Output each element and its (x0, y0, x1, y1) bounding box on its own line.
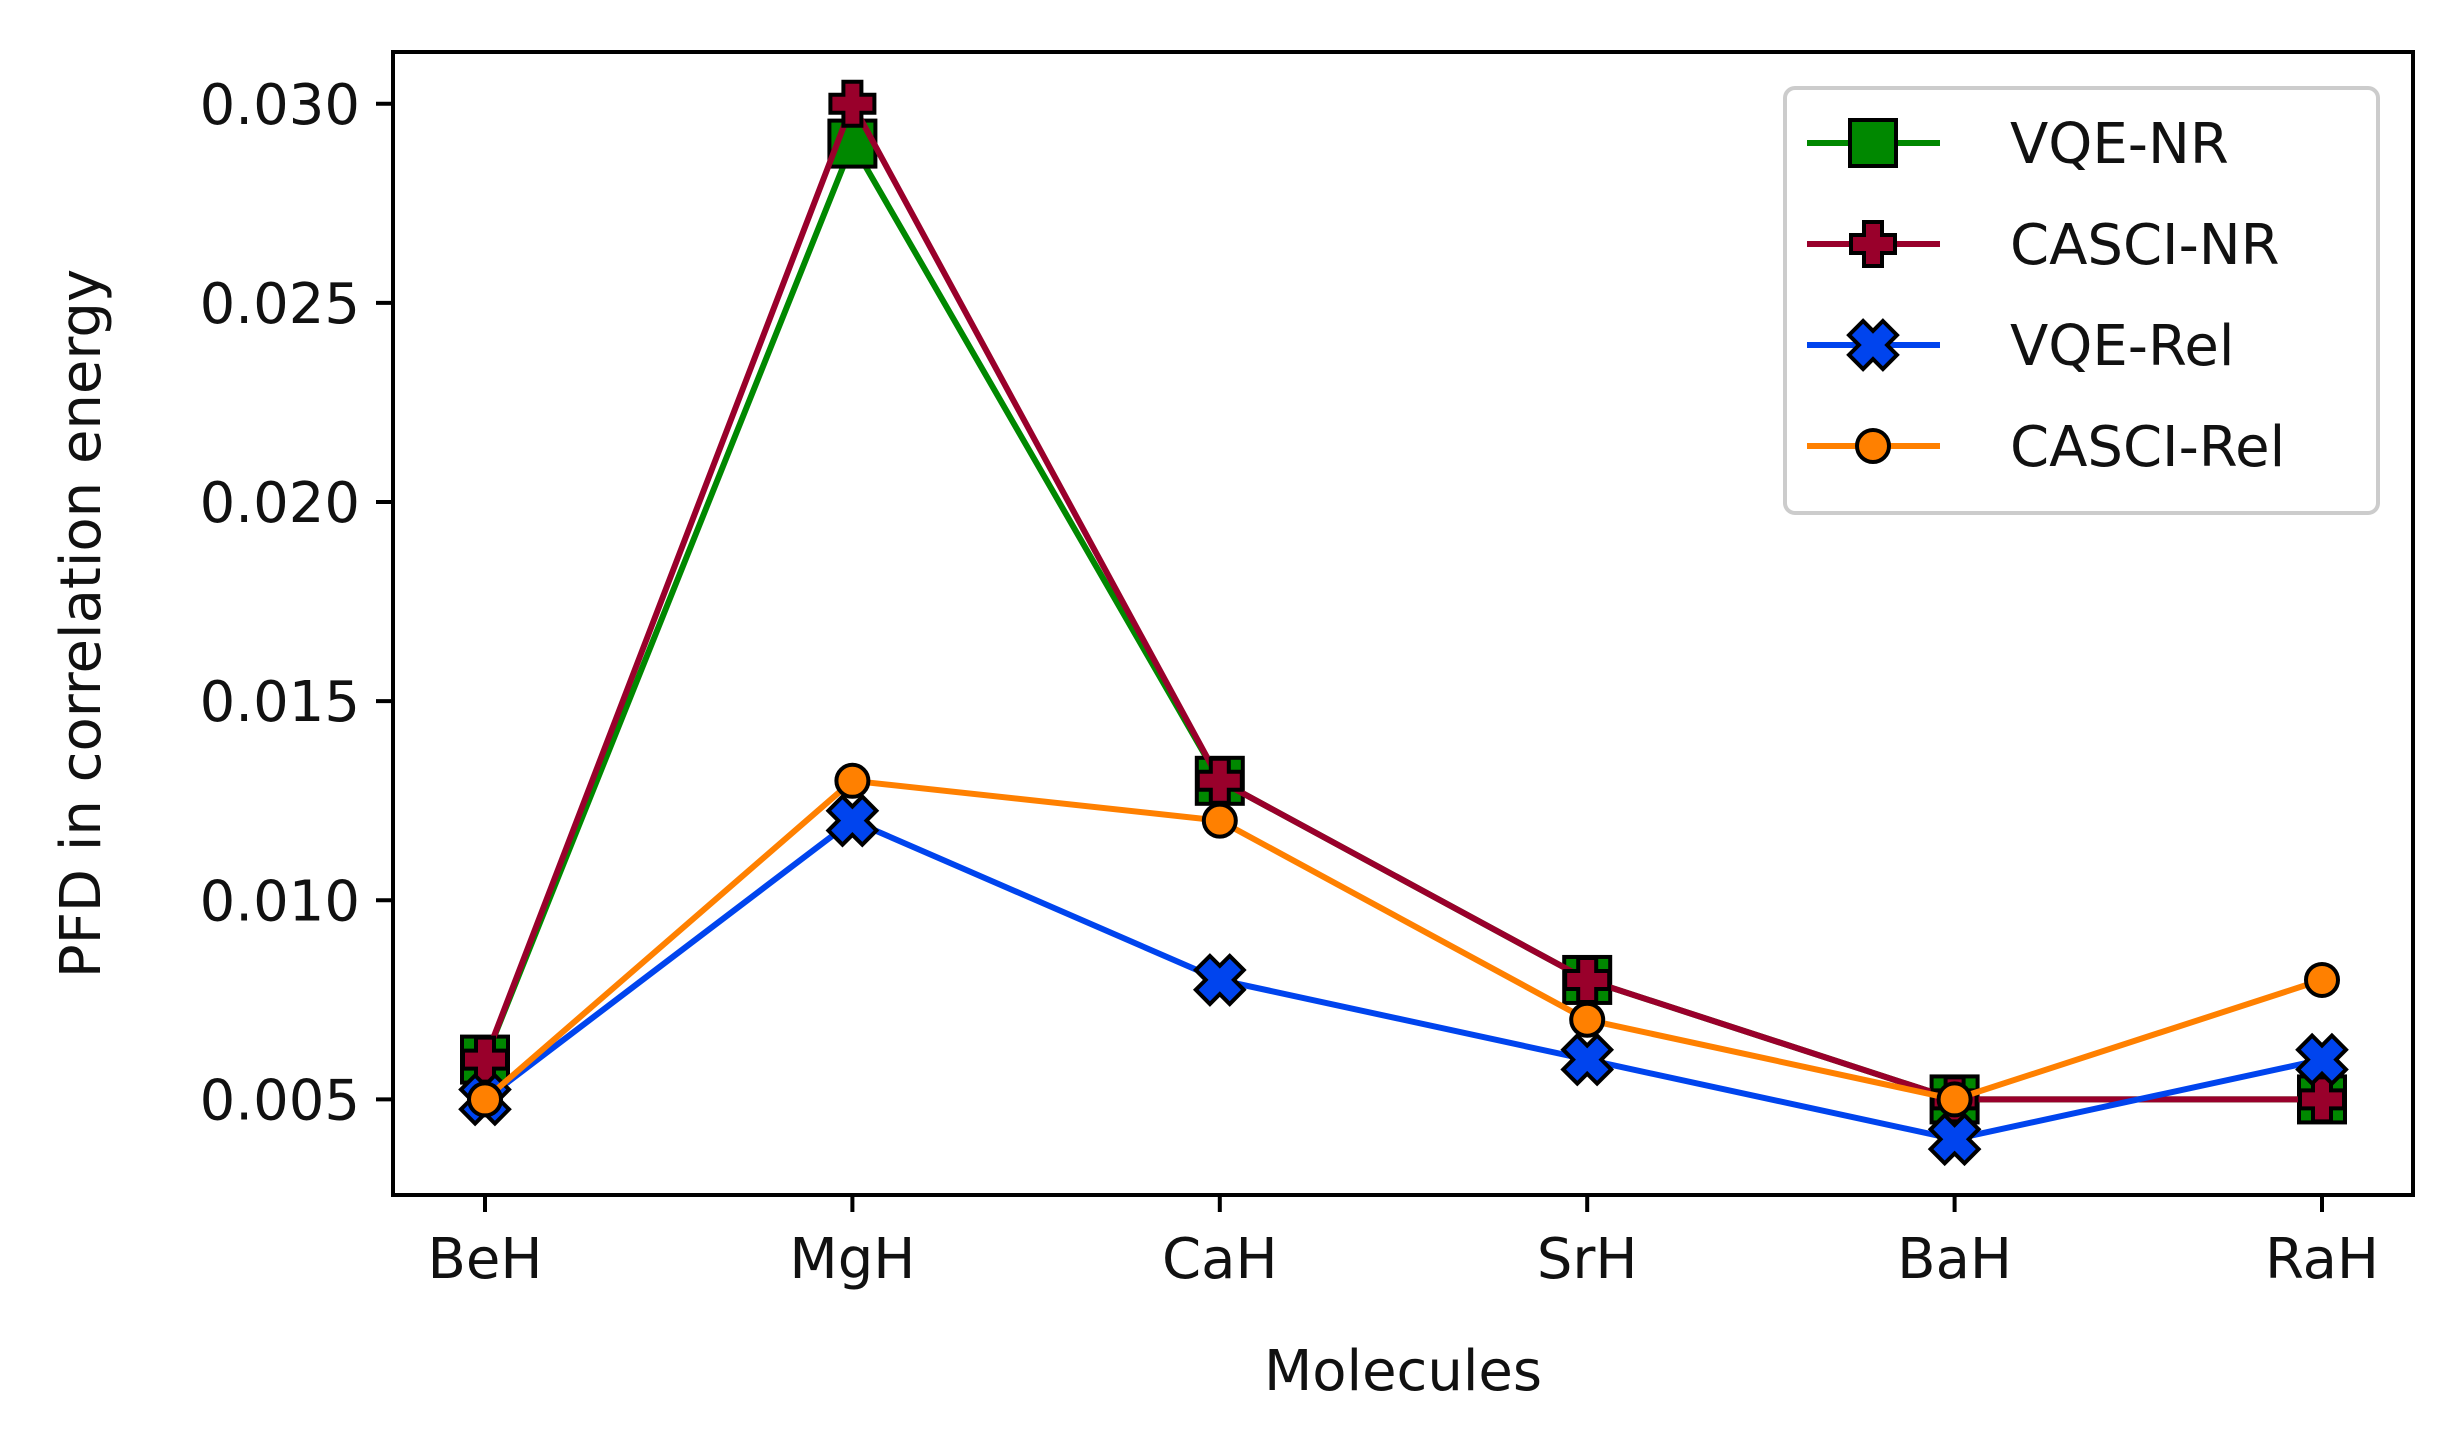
data-point-vqe-rel-bah (1927, 1112, 1982, 1167)
legend-marker-vqe-nr (1848, 118, 1898, 168)
legend-entry-casci-rel: CASCI-Rel (1807, 415, 2285, 480)
data-point-casci-rel-beh-shape (467, 1081, 503, 1118)
legend-label-casci-rel: CASCI-Rel (2010, 415, 2285, 480)
data-point-casci-nr-cah (1195, 756, 1244, 805)
legend-entry-vqe-nr: VQE-NR (1807, 112, 2229, 177)
x-tick-label: SrH (1537, 1227, 1638, 1292)
legend-label-casci-nr: CASCI-NR (2010, 213, 2280, 278)
data-point-vqe-rel-cah-shape (1192, 953, 1247, 1007)
axes-layer: BeH MgH CaH SrH BaH RaH 0.005 0.010 0.015 0.020 0.… (49, 50, 2415, 1404)
data-point-casci-nr-rah (2298, 1075, 2346, 1124)
data-point-casci-nr-rah-shape (2298, 1075, 2346, 1124)
data-point-casci-rel-bah-shape (1936, 1081, 1973, 1118)
legend-marker-casci-nr-shape (1849, 220, 1897, 268)
data-point-casci-rel-mgh-shape (834, 762, 871, 799)
data-point-vqe-rel-cah (1192, 953, 1247, 1007)
data-point-vqe-rel-mgh (825, 793, 880, 848)
legend-label-vqe-nr: VQE-NR (2010, 112, 2229, 177)
x-tick-label: RaH (2265, 1227, 2379, 1292)
data-point-vqe-rel-rah (2295, 1032, 2349, 1087)
x-tick-label: BaH (1897, 1227, 2012, 1292)
data-point-casci-rel-mgh (834, 762, 871, 799)
legend-marker-vqe-nr-shape (1848, 118, 1898, 168)
x-tick-label: BeH (428, 1227, 543, 1292)
x-axis-label: Molecules (1264, 1339, 1542, 1404)
data-point-casci-rel-srh (1569, 1001, 1606, 1038)
y-tick-label: 0.015 (200, 670, 360, 735)
legend-entry-casci-nr: CASCI-NR (1807, 213, 2280, 278)
data-point-casci-rel-srh-shape (1569, 1001, 1606, 1038)
plot-frame (391, 50, 2415, 1197)
data-point-casci-rel-cah-shape (1201, 802, 1238, 839)
y-tick-label: 0.030 (200, 73, 360, 138)
series-line-vqe-rel (483, 817, 2323, 1143)
y-tick-label: 0.010 (200, 869, 360, 934)
x-tick-label: CaH (1162, 1227, 1278, 1292)
data-point-casci-rel-rah (2304, 961, 2340, 998)
legend-marker-casci-rel-shape (1855, 428, 1891, 464)
legend-entry-vqe-rel: VQE-Rel (1807, 314, 2234, 379)
data-point-vqe-rel-srh-shape (1560, 1032, 1615, 1087)
series-casci-rel (467, 762, 2340, 1118)
x-tick-label: MgH (789, 1227, 915, 1292)
series-line-casci-nr (482, 100, 2322, 1103)
legend-marker-vqe-rel (1846, 318, 1900, 372)
legend-marker-vqe-rel-shape (1846, 318, 1900, 372)
y-tick-label: 0.025 (200, 272, 360, 337)
data-point-casci-nr-srh-shape (1563, 955, 1612, 1004)
legend-label-vqe-rel: VQE-Rel (2010, 314, 2234, 379)
data-point-casci-nr-srh (1563, 955, 1612, 1004)
data-point-casci-nr-mgh (828, 79, 877, 128)
series-line-casci-rel (483, 777, 2323, 1103)
series-layer (458, 79, 2349, 1167)
legend-box (1783, 86, 2380, 515)
legend: VQE-NR CASCI-NR VQE-Rel CASCI-Rel (1783, 86, 2380, 515)
y-tick-label: 0.020 (200, 471, 360, 536)
legend-marker-casci-rel (1855, 428, 1891, 464)
legend-marker-casci-nr (1849, 220, 1897, 268)
data-point-casci-nr-mgh-shape (828, 79, 877, 128)
data-point-casci-rel-rah-shape (2304, 961, 2340, 998)
data-point-vqe-rel-rah-shape (2295, 1032, 2349, 1087)
data-point-vqe-rel-srh (1560, 1032, 1615, 1087)
data-point-vqe-rel-mgh-shape (825, 793, 880, 848)
y-tick-label: 0.005 (200, 1068, 360, 1133)
data-point-vqe-rel-bah-shape (1927, 1112, 1982, 1167)
data-point-casci-rel-cah (1201, 802, 1238, 839)
data-point-casci-nr-cah-shape (1195, 756, 1244, 805)
data-point-casci-rel-bah (1936, 1081, 1973, 1118)
data-point-casci-rel-beh (467, 1081, 503, 1118)
y-axis-label: PFD in correlation energy (49, 269, 114, 978)
